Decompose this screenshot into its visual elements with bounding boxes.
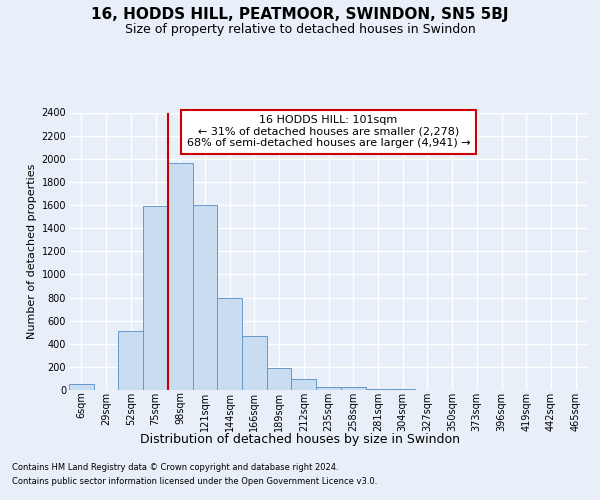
Bar — [242, 336, 267, 390]
Text: Distribution of detached houses by size in Swindon: Distribution of detached houses by size … — [140, 432, 460, 446]
Text: Contains public sector information licensed under the Open Government Licence v3: Contains public sector information licen… — [12, 477, 377, 486]
Bar — [267, 368, 292, 390]
Bar — [341, 387, 365, 390]
Bar — [365, 389, 390, 390]
Text: 16 HODDS HILL: 101sqm
← 31% of detached houses are smaller (2,278)
68% of semi-d: 16 HODDS HILL: 101sqm ← 31% of detached … — [187, 116, 470, 148]
Text: 16, HODDS HILL, PEATMOOR, SWINDON, SN5 5BJ: 16, HODDS HILL, PEATMOOR, SWINDON, SN5 5… — [91, 8, 509, 22]
Bar — [316, 386, 341, 390]
Bar — [217, 298, 242, 390]
Bar — [69, 384, 94, 390]
Bar — [118, 331, 143, 390]
Text: Contains HM Land Registry data © Crown copyright and database right 2024.: Contains HM Land Registry data © Crown c… — [12, 464, 338, 472]
Bar — [143, 206, 168, 390]
Y-axis label: Number of detached properties: Number of detached properties — [28, 164, 37, 339]
Bar — [193, 205, 217, 390]
Bar — [168, 164, 193, 390]
Text: Size of property relative to detached houses in Swindon: Size of property relative to detached ho… — [125, 22, 475, 36]
Bar — [292, 379, 316, 390]
